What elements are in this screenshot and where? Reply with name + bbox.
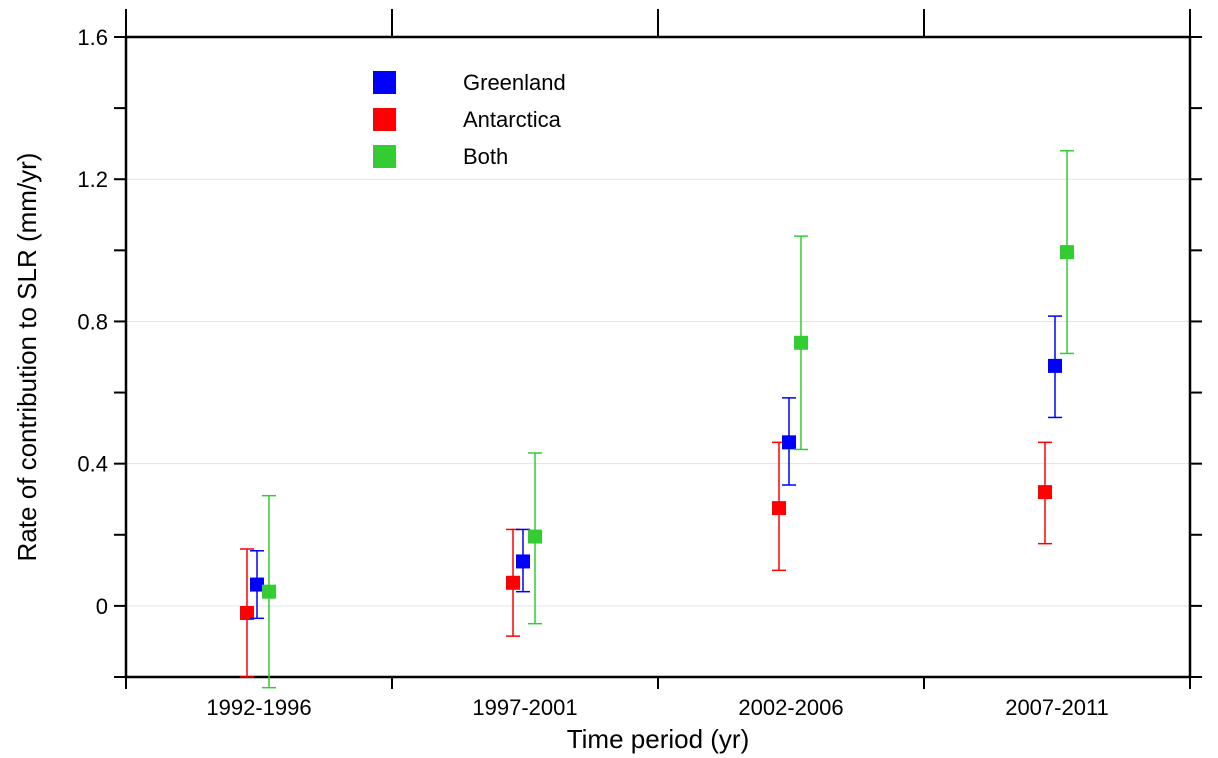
x-tick-labels: 1992-1996 1997-2001 2002-2006 2007-2011	[206, 695, 1108, 720]
data-point	[1060, 245, 1074, 260]
data-point	[250, 577, 264, 592]
y-axis-title: Rate of contribution to SLR (mm/yr)	[12, 153, 42, 562]
data-point	[240, 606, 254, 620]
gridlines	[126, 36, 1190, 607]
y-tick-label: 0.8	[77, 309, 108, 334]
legend: Greenland Antarctica Both	[373, 70, 566, 169]
x-axis-title: Time period (yr)	[567, 724, 750, 754]
legend-label-greenland: Greenland	[463, 70, 566, 95]
series-both	[262, 150, 1074, 689]
data-point	[1038, 485, 1052, 500]
data-point	[262, 584, 276, 599]
y-tick-labels: 0 0.4 0.8 1.2 1.6	[77, 25, 108, 619]
series-greenland	[250, 315, 1062, 620]
data-point	[782, 435, 796, 450]
data-point	[528, 529, 542, 544]
data-series	[240, 150, 1074, 689]
axis-ticks	[114, 9, 1202, 689]
x-tick-label: 2002-2006	[738, 695, 843, 720]
x-tick-label: 1992-1996	[206, 695, 311, 720]
data-point	[772, 501, 786, 516]
data-point	[1048, 358, 1062, 373]
y-tick-label: 0.4	[77, 452, 108, 477]
data-point	[506, 575, 520, 590]
data-point	[516, 554, 530, 569]
legend-swatch-antarctica	[373, 108, 396, 131]
y-tick-label: 1.6	[77, 25, 108, 50]
x-tick-label: 1997-2001	[472, 695, 577, 720]
series-antarctica	[240, 441, 1052, 678]
y-tick-label: 1.2	[77, 167, 108, 192]
plot-border	[124, 35, 1192, 679]
x-tick-label: 2007-2011	[1005, 695, 1109, 720]
plot-frame	[124, 35, 1192, 679]
legend-label-antarctica: Antarctica	[463, 107, 562, 132]
y-tick-label: 0	[96, 594, 108, 619]
legend-swatch-both	[373, 145, 396, 168]
legend-label-both: Both	[463, 144, 508, 169]
legend-swatch-greenland	[373, 71, 396, 94]
data-point	[794, 335, 808, 350]
